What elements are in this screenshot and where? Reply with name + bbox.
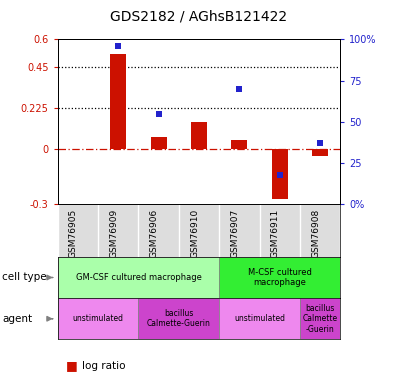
Text: bacillus
Calmette-Guerin: bacillus Calmette-Guerin [147, 309, 211, 328]
Text: GDS2182 / AGhsB121422: GDS2182 / AGhsB121422 [110, 9, 288, 23]
Text: cell type: cell type [2, 273, 47, 282]
Text: agent: agent [2, 314, 32, 324]
Bar [219, 257, 340, 298]
Bar [231, 140, 248, 149]
Text: GSM76909: GSM76909 [109, 209, 118, 258]
Text: log ratio: log ratio [82, 361, 125, 370]
Text: GSM76908: GSM76908 [311, 209, 320, 258]
Bar [312, 149, 328, 156]
Text: GSM76905: GSM76905 [69, 209, 78, 258]
Bar [110, 54, 126, 149]
Bar [58, 257, 219, 298]
Text: bacillus
Calmette
-Guerin: bacillus Calmette -Guerin [302, 304, 338, 334]
Bar [139, 298, 219, 339]
Bar [300, 298, 340, 339]
Bar [191, 122, 207, 149]
Text: GSM76911: GSM76911 [271, 209, 280, 258]
Text: M-CSF cultured
macrophage: M-CSF cultured macrophage [248, 268, 312, 287]
Text: GSM76906: GSM76906 [150, 209, 159, 258]
Bar [58, 298, 139, 339]
Bar [150, 136, 167, 149]
Text: ■: ■ [66, 359, 78, 372]
Text: GM-CSF cultured macrophage: GM-CSF cultured macrophage [76, 273, 201, 282]
Text: unstimulated: unstimulated [72, 314, 123, 323]
Text: unstimulated: unstimulated [234, 314, 285, 323]
Bar [219, 298, 300, 339]
Text: GSM76907: GSM76907 [230, 209, 239, 258]
Bar [272, 149, 288, 199]
Text: GSM76910: GSM76910 [190, 209, 199, 258]
